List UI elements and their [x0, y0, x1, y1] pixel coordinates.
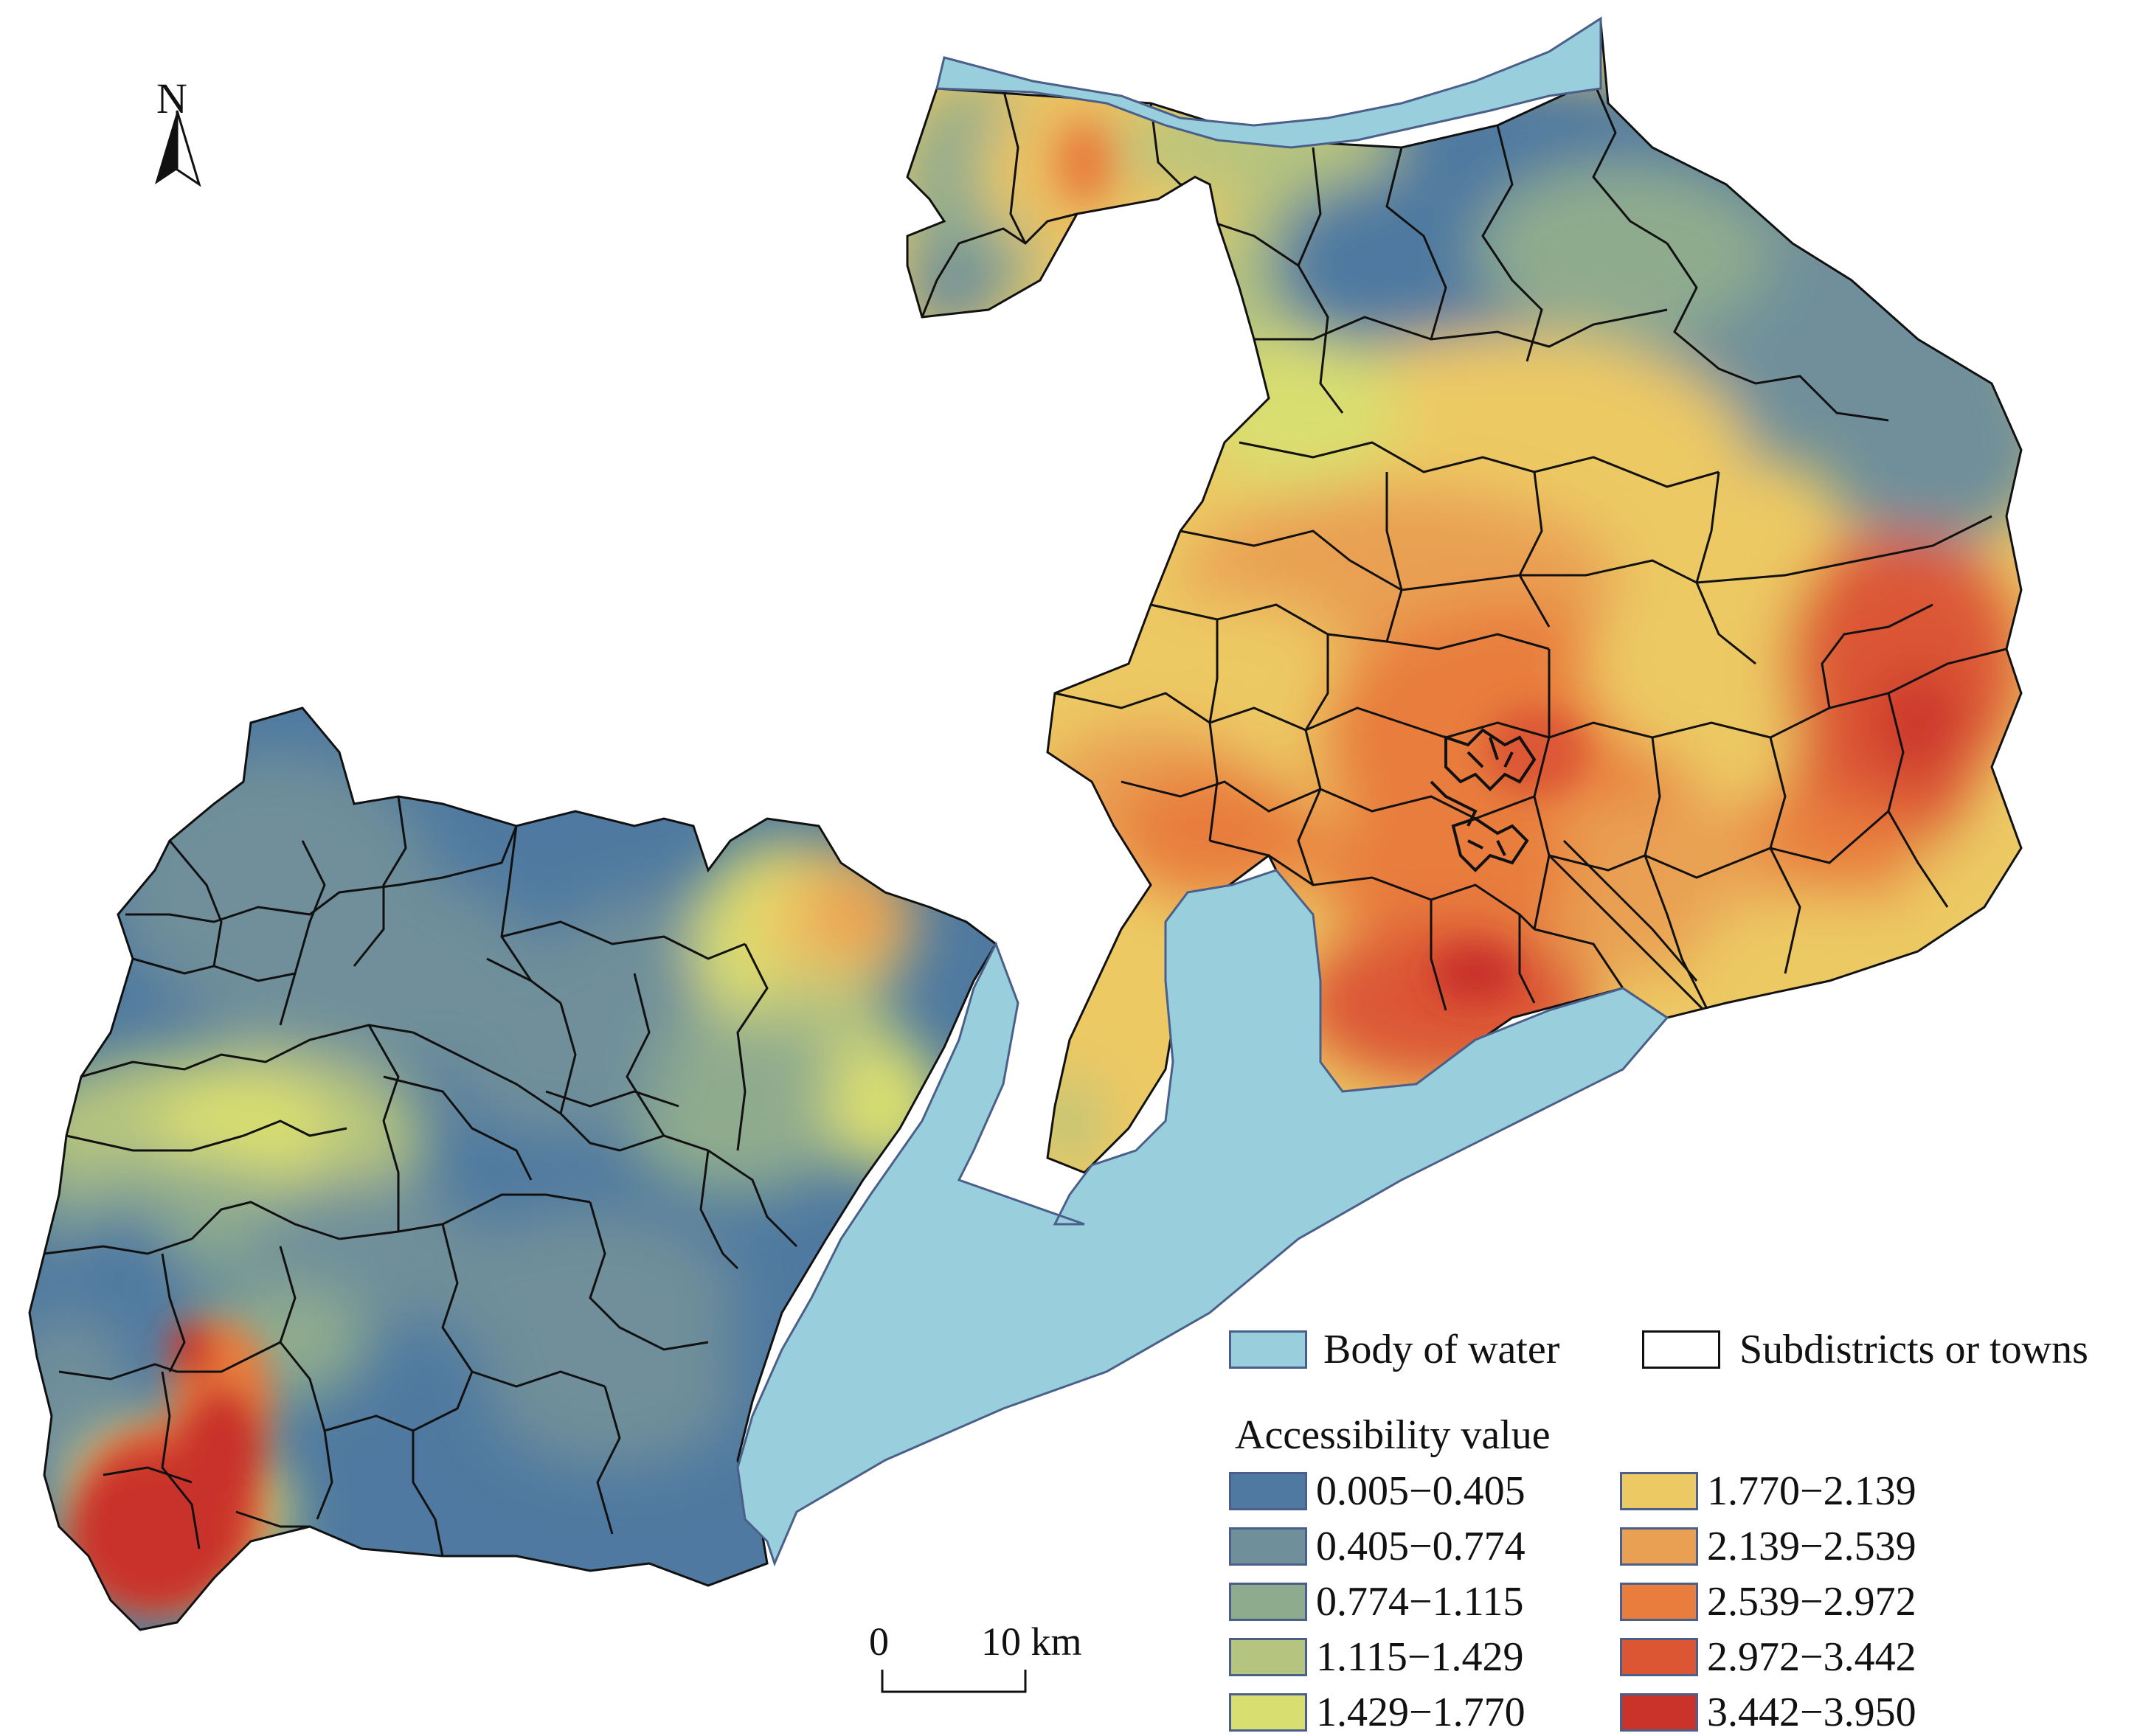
water-bodies: [736, 16, 1669, 1567]
bay: [736, 869, 1669, 1567]
north-arrow-icon: [155, 110, 201, 187]
east-region: [906, 21, 2023, 1174]
scale-bar: [881, 1670, 1027, 1693]
north-label: N: [156, 74, 187, 122]
scale-end-label: 10 km: [981, 1619, 1082, 1664]
west-region: [28, 706, 997, 1631]
scale-start-label: 0: [869, 1619, 889, 1664]
river-north: [935, 16, 1602, 149]
